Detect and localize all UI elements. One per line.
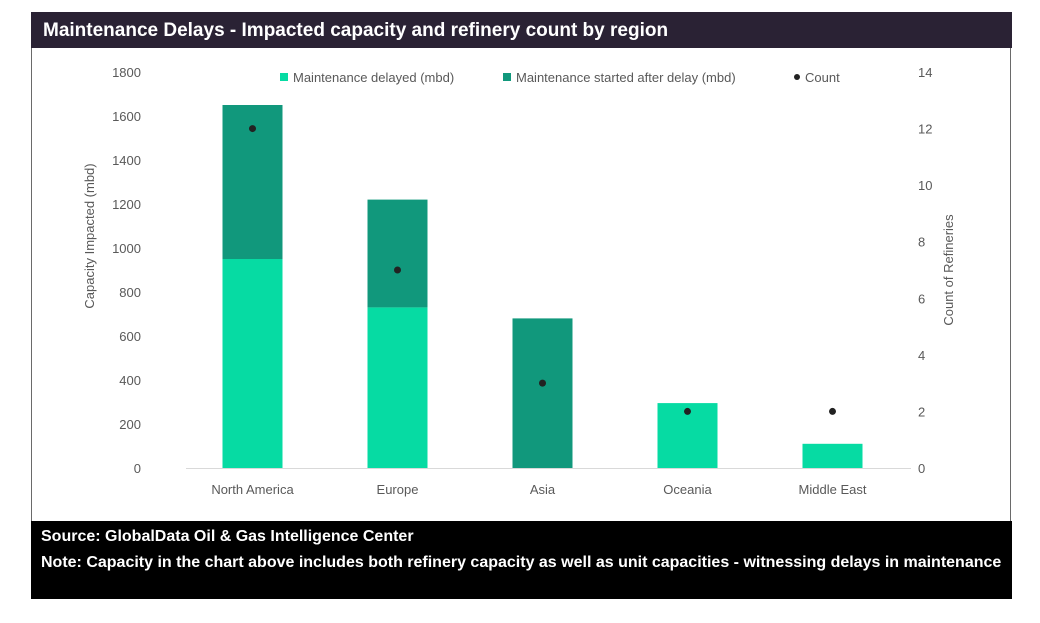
bar-delayed: [802, 443, 863, 468]
source-note: Source: GlobalData Oil & Gas Intelligenc…: [41, 528, 414, 545]
legend-swatch-count: [794, 74, 800, 80]
chart-frame: [31, 12, 1011, 599]
x-tick-label: Oceania: [663, 482, 712, 497]
legend-swatch-delayed: [280, 73, 288, 81]
y-axis-label: Capacity Impacted (mbd): [82, 163, 97, 308]
y2-tick-label: 6: [918, 291, 925, 306]
title-bar: Maintenance Delays - Impacted capacity a…: [31, 12, 1012, 48]
y-tick-label: 800: [119, 285, 141, 300]
chart-svg: 0 200 400 600 800 1000 1200 1400 1600 1800 0 2 4 6 8 1…: [82, 65, 956, 497]
legend-label-started: Maintenance started after delay (mbd): [516, 70, 736, 85]
y-tick-label: 1800: [112, 65, 141, 80]
legend: Maintenance delayed (mbd) Maintenance st…: [280, 70, 840, 85]
x-tick-label: Asia: [530, 482, 556, 497]
y2-tick-label: 14: [918, 65, 932, 80]
y2-axis-label: Count of Refineries: [941, 214, 956, 326]
y-tick-label: 400: [119, 373, 141, 388]
y-tick-label: 0: [134, 461, 141, 476]
bar-started: [512, 318, 573, 468]
x-tick-label: North America: [211, 482, 294, 497]
y-tick-label: 1400: [112, 153, 141, 168]
y2-tick-label: 4: [918, 348, 925, 363]
count-point: [829, 407, 836, 415]
count-point: [539, 379, 546, 387]
y-tick-label: 1600: [112, 109, 141, 124]
legend-swatch-started: [503, 73, 511, 81]
y-tick-label: 1000: [112, 241, 141, 256]
count-point: [684, 407, 691, 415]
y2-tick-label: 10: [918, 178, 932, 193]
count-point: [249, 125, 256, 133]
capacity-note: Note: Capacity in the chart above includ…: [41, 554, 1002, 571]
y2-tick-label: 2: [918, 404, 925, 419]
chart-title: Maintenance Delays - Impacted capacity a…: [43, 20, 669, 41]
y2-tick-label: 0: [918, 461, 925, 476]
legend-label-count: Count: [805, 70, 840, 85]
x-tick-label: Middle East: [799, 482, 867, 497]
bar-started: [367, 199, 428, 308]
y2-tick-label: 8: [918, 235, 925, 250]
x-tick-label: Europe: [377, 482, 419, 497]
legend-label-delayed: Maintenance delayed (mbd): [293, 70, 454, 85]
y-tick-label: 600: [119, 329, 141, 344]
y-tick-label: 1200: [112, 197, 141, 212]
count-point: [394, 266, 401, 274]
bar-delayed: [367, 307, 428, 468]
footer: Source: GlobalData Oil & Gas Intelligenc…: [31, 521, 1012, 599]
bar-delayed: [222, 259, 283, 468]
y2-tick-label: 12: [918, 122, 932, 137]
y-tick-label: 200: [119, 417, 141, 432]
